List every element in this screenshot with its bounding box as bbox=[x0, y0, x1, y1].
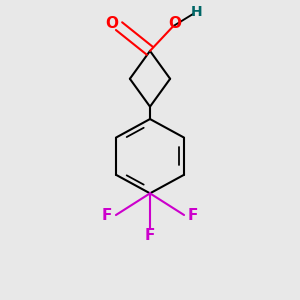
Text: O: O bbox=[106, 16, 119, 31]
Text: F: F bbox=[145, 228, 155, 243]
Text: F: F bbox=[102, 208, 112, 223]
Text: H: H bbox=[191, 5, 203, 19]
Text: O: O bbox=[168, 16, 181, 31]
Text: F: F bbox=[188, 208, 198, 223]
